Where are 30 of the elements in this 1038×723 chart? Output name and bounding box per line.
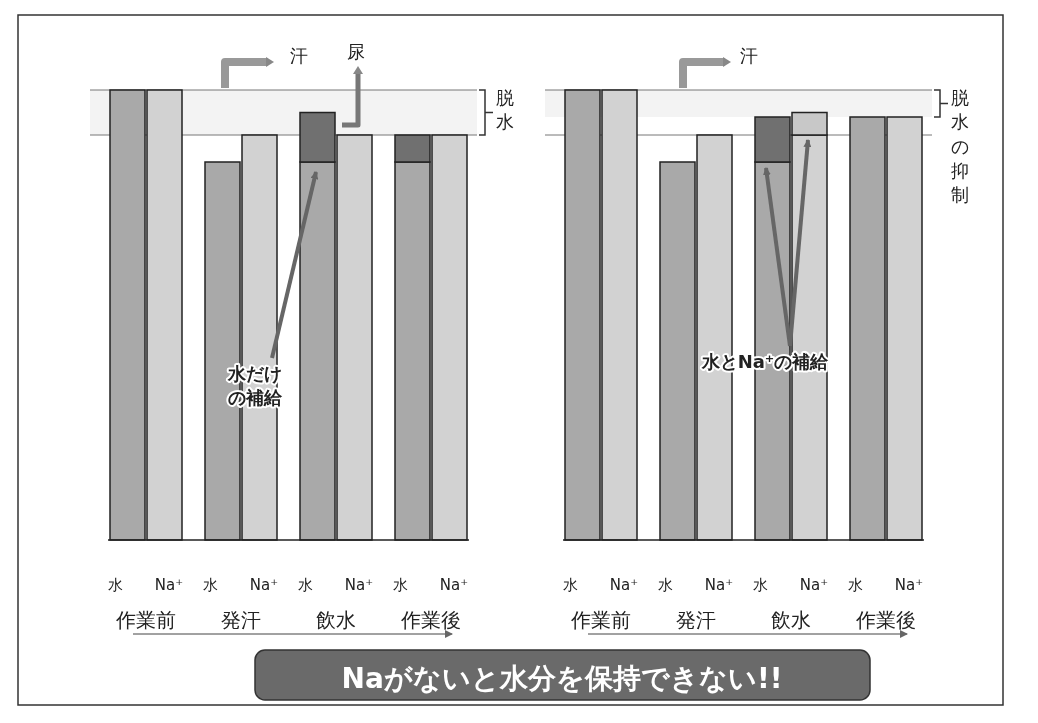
text: 飲水 bbox=[316, 608, 356, 632]
text: 汗 bbox=[290, 45, 308, 66]
x-tick-label: Na⁺ bbox=[799, 576, 829, 594]
text: 飲水 bbox=[771, 608, 811, 632]
x-tick-label: 水 bbox=[297, 576, 313, 594]
text: 発汗 bbox=[676, 608, 716, 632]
x-tick-label: Na⁺ bbox=[154, 576, 184, 594]
text: 汗 bbox=[740, 45, 758, 66]
text: 作業前 bbox=[115, 608, 176, 632]
text: 作業後 bbox=[400, 608, 461, 632]
x-tick-label: 水 bbox=[562, 576, 578, 594]
x-tick-label: Na⁺ bbox=[609, 576, 639, 594]
x-tick-label: 水 bbox=[392, 576, 408, 594]
band-label: 脱水の抑制 bbox=[951, 87, 969, 206]
text: 作業前 bbox=[570, 608, 631, 632]
text: 発汗 bbox=[221, 608, 261, 632]
band-label: 脱水 bbox=[496, 87, 514, 133]
x-tick-label: Na⁺ bbox=[704, 576, 734, 594]
text: Naがないと水分を保持できない!! bbox=[341, 662, 783, 695]
text: 尿 bbox=[347, 41, 365, 62]
x-tick-label: Na⁺ bbox=[344, 576, 374, 594]
x-tick-label: Na⁺ bbox=[249, 576, 279, 594]
x-tick-label: 水 bbox=[847, 576, 863, 594]
x-tick-label: 水 bbox=[752, 576, 768, 594]
x-tick-label: 水 bbox=[107, 576, 123, 594]
x-tick-label: 水 bbox=[202, 576, 218, 594]
x-tick-label: Na⁺ bbox=[894, 576, 924, 594]
text: 作業後 bbox=[855, 608, 916, 632]
x-tick-label: 水 bbox=[657, 576, 673, 594]
x-tick-label: Na⁺ bbox=[439, 576, 469, 594]
